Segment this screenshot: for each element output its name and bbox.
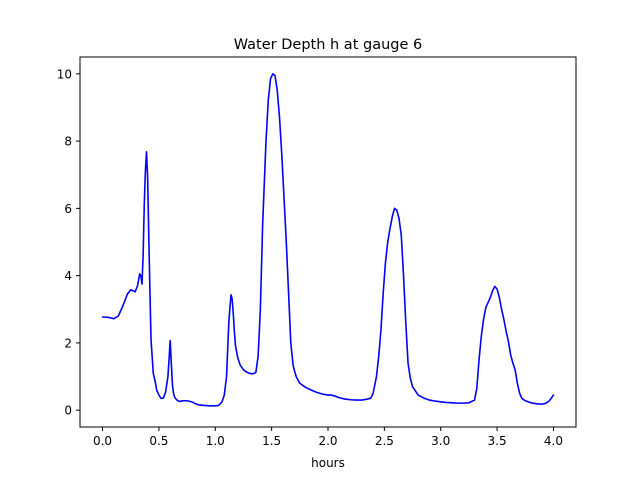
plot-area: 0.0 0.5 1.0 1.5 2.0 2.5 3.0 3.5 4.0 0 2 4 6 8 10 xyxy=(57,56,577,448)
x-tick-label: 4.0 xyxy=(544,434,563,448)
x-tick-label: 0.0 xyxy=(93,434,112,448)
plot-frame xyxy=(79,56,577,428)
x-tick-label: 2.0 xyxy=(318,434,337,448)
x-tick-label: 3.5 xyxy=(488,434,507,448)
x-tick-label: 1.5 xyxy=(262,434,281,448)
x-tick-label: 1.0 xyxy=(206,434,225,448)
x-tick-label: 3.0 xyxy=(431,434,450,448)
series-layer xyxy=(101,73,555,407)
x-axis: 0.0 0.5 1.0 1.5 2.0 2.5 3.0 3.5 4.0 xyxy=(93,427,563,448)
y-axis: 0 2 4 6 8 10 xyxy=(57,67,80,418)
x-tick-label: 0.5 xyxy=(149,434,168,448)
y-tick-label: 6 xyxy=(64,202,72,216)
chart-title: Water Depth h at gauge 6 xyxy=(234,37,422,53)
water-depth-series-line xyxy=(101,73,555,407)
y-tick-label: 10 xyxy=(57,67,72,81)
y-tick-label: 8 xyxy=(64,135,72,149)
y-tick-label: 2 xyxy=(64,336,72,350)
x-tick-label: 2.5 xyxy=(375,434,394,448)
y-tick-label: 0 xyxy=(64,404,72,418)
y-tick-label: 4 xyxy=(64,269,72,283)
x-axis-label: hours xyxy=(311,456,345,470)
